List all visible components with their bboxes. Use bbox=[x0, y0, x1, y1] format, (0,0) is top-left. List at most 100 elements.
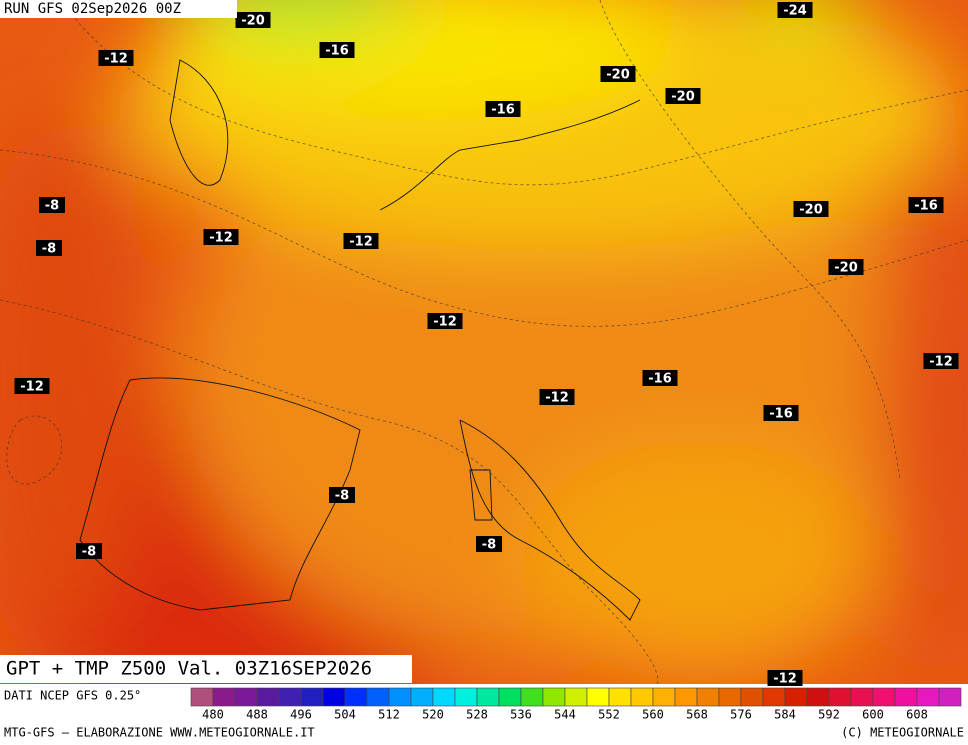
colorbar-tick-label: 584 bbox=[774, 708, 796, 722]
temperature-label: -12 bbox=[929, 355, 953, 370]
label-box bbox=[665, 88, 701, 104]
temperature-label: -20 bbox=[606, 68, 630, 83]
colorbar-tick-label: 512 bbox=[378, 708, 400, 722]
label-box bbox=[642, 370, 678, 386]
colorbar-cell bbox=[652, 687, 676, 707]
colorbar-cell bbox=[542, 687, 566, 707]
colorbar-tick-label: 608 bbox=[906, 708, 928, 722]
colorbar-cell bbox=[322, 687, 346, 707]
footer-left: MTG-GFS – ELABORAZIONE WWW.METEOGIORNALE… bbox=[4, 726, 315, 740]
colorbar-cell bbox=[432, 687, 456, 707]
colorbar-tick-label: 600 bbox=[862, 708, 884, 722]
temperature-label: -12 bbox=[773, 672, 797, 687]
run-box bbox=[0, 0, 237, 18]
colorbar-tick-label: 552 bbox=[598, 708, 620, 722]
temperature-label: -16 bbox=[491, 103, 515, 118]
label-box bbox=[908, 197, 944, 213]
colorbar-cell bbox=[674, 687, 698, 707]
colorbar-cell bbox=[894, 687, 918, 707]
colorbar-cell bbox=[564, 687, 588, 707]
footer-right: (C) METEOGIORNALE bbox=[841, 726, 964, 740]
colorbar-cell bbox=[212, 687, 236, 707]
colorbar-tick-label: 544 bbox=[554, 708, 576, 722]
label-box bbox=[539, 389, 575, 405]
colorbar-cell bbox=[608, 687, 632, 707]
label-box bbox=[767, 670, 803, 686]
colorbar-tick-label: 560 bbox=[642, 708, 664, 722]
temperature-label: -20 bbox=[241, 14, 265, 29]
colorbar-cell bbox=[344, 687, 368, 707]
colorbar-tick-label: 528 bbox=[466, 708, 488, 722]
colorbar-cell bbox=[366, 687, 390, 707]
label-box bbox=[343, 233, 379, 249]
label-box bbox=[777, 2, 813, 18]
temperature-label: -20 bbox=[834, 261, 858, 276]
colorbar-cell bbox=[498, 687, 522, 707]
temperature-label: -12 bbox=[209, 231, 233, 246]
temperature-label: -12 bbox=[104, 52, 128, 67]
colorbar-cell bbox=[806, 687, 830, 707]
colorbar-tick-label: 592 bbox=[818, 708, 840, 722]
label-box bbox=[39, 197, 65, 213]
colorbar-cell bbox=[850, 687, 874, 707]
colorbar-cell bbox=[190, 687, 214, 707]
label-box bbox=[36, 240, 62, 256]
colorbar-cell bbox=[454, 687, 478, 707]
colorbar-cell bbox=[278, 687, 302, 707]
colorbar-cell bbox=[630, 687, 654, 707]
colorbar-cell bbox=[740, 687, 764, 707]
colorbar-cell bbox=[762, 687, 786, 707]
colorbar-cell bbox=[256, 687, 280, 707]
colorbar-cell bbox=[520, 687, 544, 707]
colorbar-cell bbox=[696, 687, 720, 707]
colorbar-cell bbox=[784, 687, 808, 707]
colorbar-cell bbox=[872, 687, 896, 707]
temperature-label: -8 bbox=[335, 489, 349, 504]
colorbar-tick-label: 568 bbox=[686, 708, 708, 722]
colorbar-cell bbox=[476, 687, 500, 707]
colorbar-cell bbox=[938, 687, 962, 707]
colorbar-cell bbox=[410, 687, 434, 707]
temperature-label: -24 bbox=[783, 4, 807, 19]
data-source: DATI NCEP GFS 0.25° bbox=[4, 689, 141, 703]
temperature-label: -8 bbox=[482, 538, 496, 553]
label-box bbox=[14, 378, 50, 394]
label-box bbox=[923, 353, 959, 369]
colorbar: 480 488 496 504 512 520 528 536 544 552 560 568 576 5… bbox=[190, 687, 962, 722]
label-box bbox=[329, 487, 355, 503]
label-box bbox=[319, 42, 355, 58]
temperature-label: -16 bbox=[648, 372, 672, 387]
label-box bbox=[828, 259, 864, 275]
colorbar-tick-label: 504 bbox=[334, 708, 356, 722]
colorbar-tick-label: 480 bbox=[202, 708, 224, 722]
temperature-label: -16 bbox=[769, 407, 793, 422]
colorbar-cell bbox=[718, 687, 742, 707]
label-box bbox=[476, 536, 502, 552]
isolines bbox=[0, 0, 968, 684]
coastlines bbox=[79, 59, 641, 621]
colorbar-cell bbox=[388, 687, 412, 707]
label-box bbox=[600, 66, 636, 82]
label-box bbox=[76, 543, 102, 559]
temperature-label: -8 bbox=[82, 545, 96, 560]
run-info: RUN GFS 02Sep2026 00Z bbox=[4, 1, 181, 17]
temperature-label: -20 bbox=[799, 203, 823, 218]
colorbar-cell bbox=[828, 687, 852, 707]
colorbar-cell bbox=[586, 687, 610, 707]
temperature-label: -12 bbox=[349, 235, 373, 250]
title-box bbox=[0, 655, 412, 683]
temperature-label: -12 bbox=[545, 391, 569, 406]
temperature-label: -16 bbox=[325, 44, 349, 59]
temperature-label: -12 bbox=[20, 380, 44, 395]
colorbar-cell bbox=[300, 687, 324, 707]
colorbar-tick-label: 536 bbox=[510, 708, 532, 722]
label-box bbox=[427, 313, 463, 329]
label-box bbox=[235, 12, 271, 28]
colorbar-tick-label: 520 bbox=[422, 708, 444, 722]
label-box bbox=[485, 101, 521, 117]
label-box bbox=[98, 50, 134, 66]
label-box bbox=[203, 229, 239, 245]
temperature-label: -20 bbox=[671, 90, 695, 105]
